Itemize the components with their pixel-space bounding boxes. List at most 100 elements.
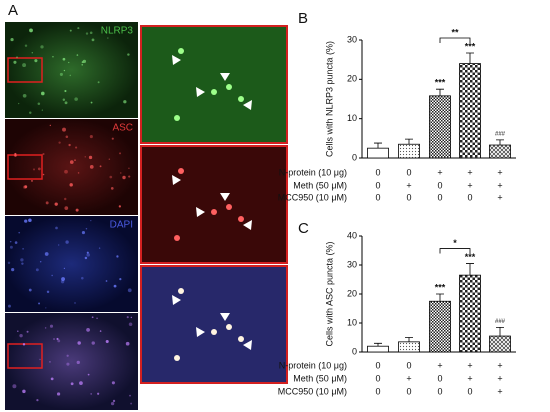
cell <box>77 172 80 174</box>
cell <box>29 111 32 114</box>
condition-level: + <box>437 167 442 177</box>
cell <box>24 219 28 223</box>
cell <box>16 56 18 59</box>
cell <box>110 187 114 190</box>
cell <box>120 172 122 174</box>
puncta <box>178 288 184 294</box>
arrowhead <box>220 73 230 81</box>
cell <box>37 167 41 171</box>
cell <box>74 97 78 101</box>
cell <box>85 32 89 35</box>
cell <box>105 340 109 344</box>
cell <box>54 202 58 206</box>
cell <box>34 59 38 63</box>
cell <box>99 330 102 332</box>
condition-level: 0 <box>467 386 472 396</box>
condition-level: 0 <box>406 360 411 370</box>
zoom-box <box>7 154 43 180</box>
condition-level: + <box>467 373 472 383</box>
cell <box>7 261 11 265</box>
cell <box>38 302 40 305</box>
condition-label: MCC950 (10 μM) <box>278 386 347 396</box>
cell <box>87 373 90 376</box>
cell <box>53 338 55 340</box>
cell <box>12 384 17 389</box>
cell <box>91 316 94 319</box>
y-axis-label: Cells with NLRP3 puncta (%) <box>324 41 334 157</box>
bar <box>429 95 451 159</box>
cell <box>22 63 27 68</box>
bar <box>489 144 511 159</box>
error-bar <box>374 342 382 347</box>
cell <box>77 27 80 30</box>
cell <box>77 341 81 345</box>
cell <box>29 28 31 31</box>
cell <box>110 401 115 406</box>
cell <box>45 307 47 309</box>
y-tick-label: 20 <box>347 74 357 84</box>
condition-level: 0 <box>375 373 380 383</box>
cell <box>56 392 61 396</box>
cell <box>84 156 86 158</box>
cell <box>20 258 24 262</box>
cell <box>13 60 17 64</box>
cell <box>40 91 45 96</box>
cell <box>61 277 66 281</box>
condition-level: 0 <box>437 373 442 383</box>
cell <box>51 274 53 277</box>
condition-level: + <box>467 360 472 370</box>
cell <box>19 333 23 338</box>
condition-level: + <box>497 373 502 383</box>
bar <box>459 63 481 159</box>
cell <box>65 240 69 244</box>
condition-level: 0 <box>467 192 472 202</box>
bar <box>367 147 389 159</box>
arrowhead <box>243 340 252 350</box>
comparison-bracket <box>439 248 471 254</box>
error-bar <box>436 293 444 302</box>
error-bar <box>496 326 504 337</box>
cell <box>40 45 44 49</box>
puncta <box>238 336 244 342</box>
condition-level: + <box>467 180 472 190</box>
image-label: DAPI <box>110 220 133 231</box>
cell <box>56 337 59 341</box>
cell <box>118 205 121 208</box>
cell <box>81 64 83 66</box>
condition-level: + <box>497 386 502 396</box>
cell <box>64 206 69 210</box>
puncta <box>174 115 180 121</box>
condition-level: 0 <box>375 386 380 396</box>
cell <box>22 343 26 346</box>
cell <box>41 109 43 111</box>
cell <box>97 81 100 84</box>
condition-label: N-protein (10 μg) <box>279 167 347 177</box>
cell <box>22 389 26 394</box>
image-label: NLRP3 <box>101 26 134 37</box>
bar <box>429 300 451 353</box>
zoom-image <box>140 265 288 384</box>
cell <box>55 226 58 230</box>
comparison-label: * <box>453 238 457 248</box>
cell <box>130 316 133 319</box>
condition-label: Meth (50 μM) <box>293 180 347 190</box>
condition-level: 0 <box>406 192 411 202</box>
puncta <box>174 235 180 241</box>
cell <box>127 53 130 56</box>
cell <box>64 197 67 201</box>
cell <box>9 240 12 243</box>
cell <box>128 322 133 327</box>
error-bar <box>374 142 382 149</box>
y-tick-label: 10 <box>347 317 357 327</box>
puncta <box>226 204 232 210</box>
y-tick-label: 0 <box>352 346 357 356</box>
error-bar <box>405 337 413 342</box>
cell <box>49 124 52 127</box>
cell <box>69 74 72 77</box>
cell <box>64 89 67 93</box>
cell <box>91 341 95 345</box>
cell <box>66 354 69 357</box>
y-tick-label: 30 <box>347 259 357 269</box>
significance: *** <box>465 252 476 262</box>
